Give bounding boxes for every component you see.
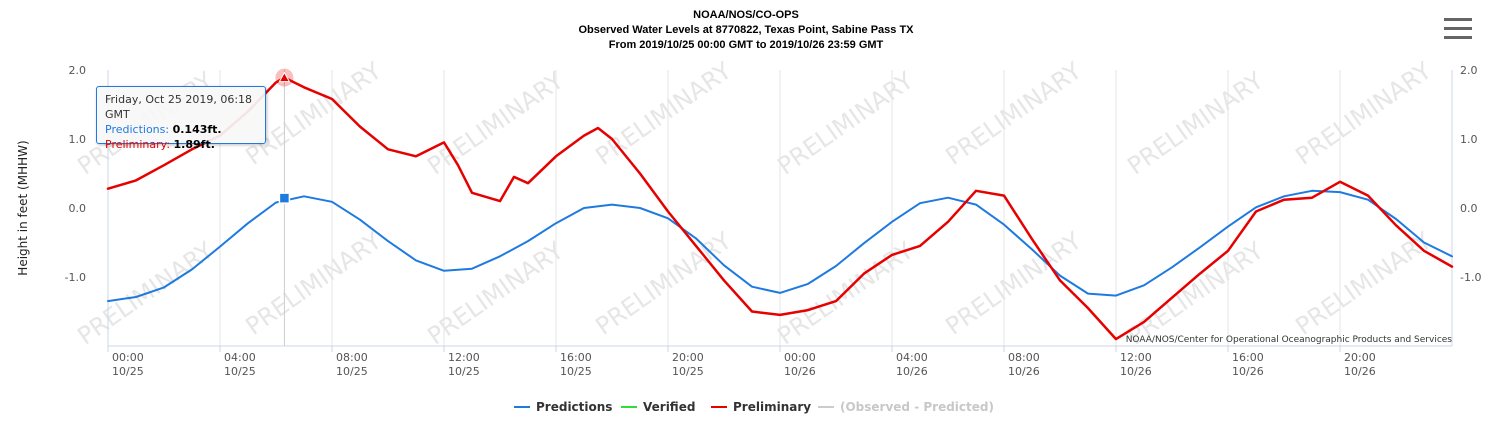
watermark-text: PRELIMINARY — [590, 56, 736, 170]
x-tick-time: 16:00 — [1232, 351, 1264, 364]
x-tick-time: 08:00 — [336, 351, 368, 364]
x-tick-time: 16:00 — [560, 351, 592, 364]
tooltip: Friday, Oct 25 2019, 06:18 GMT Predictio… — [96, 86, 266, 151]
predictions-line — [107, 189, 1453, 303]
x-tick-date: 10/25 — [672, 365, 704, 378]
menu-bar-icon — [1444, 18, 1472, 21]
x-tick-time: 00:00 — [784, 351, 816, 364]
x-tick-time: 00:00 — [112, 351, 144, 364]
x-tick-time: 20:00 — [672, 351, 704, 364]
tooltip-pred-label: Predictions: — [105, 123, 170, 136]
legend-label: Verified — [643, 400, 695, 414]
tooltip-preliminary: Preliminary: 1.89ft. — [105, 137, 257, 152]
preliminary-hover-marker — [278, 71, 291, 83]
watermark-text: PRELIMINARY — [240, 226, 386, 340]
chart-title-line2: Observed Water Levels at 8770822, Texas … — [578, 24, 914, 36]
y-tick-label-right: -1.0 — [1460, 271, 1481, 284]
x-tick-date: 10/26 — [1008, 365, 1040, 378]
x-tick-time: 04:00 — [224, 351, 256, 364]
preliminary-line — [106, 76, 1454, 341]
x-tick-date: 10/26 — [896, 365, 928, 378]
y-tick-label: -1.0 — [65, 271, 86, 284]
tooltip-pred-value: 0.143ft. — [172, 123, 222, 136]
x-tick-date: 10/26 — [1344, 365, 1376, 378]
y-tick-label-right: 0.0 — [1460, 202, 1478, 215]
legend-label: Preliminary — [733, 400, 811, 414]
legend-item-verified[interactable]: Verified — [621, 400, 695, 414]
watermark-text: PRELIMINARY — [772, 66, 918, 180]
chart-title-line3: From 2019/10/25 00:00 GMT to 2019/10/26 … — [609, 39, 884, 51]
credit-text: NOAA/NOS/Center for Operational Oceanogr… — [1126, 335, 1453, 345]
y-tick-label-right: 2.0 — [1460, 64, 1478, 77]
x-tick-time: 08:00 — [1008, 351, 1040, 364]
legend-item-observed-predicted[interactable]: (Observed - Predicted) — [818, 400, 994, 414]
legend-item-predictions[interactable]: Predictions — [514, 400, 612, 414]
tooltip-prelim-label: Preliminary: — [105, 138, 171, 151]
x-tick-date: 10/25 — [112, 365, 144, 378]
legend-label: (Observed - Predicted) — [840, 400, 994, 414]
y-tick-label: 1.0 — [69, 133, 87, 146]
menu-bar-icon — [1444, 27, 1472, 30]
x-tick-date: 10/26 — [1232, 365, 1264, 378]
chart-title-line1: NOAA/NOS/CO-OPS — [693, 9, 799, 21]
y-tick-label: 0.0 — [69, 202, 87, 215]
tooltip-date: Friday, Oct 25 2019, 06:18 GMT — [105, 93, 253, 121]
watermark-text: PRELIMINARY — [1290, 56, 1436, 170]
predictions-hover-marker — [278, 192, 291, 204]
y-tick-label: 2.0 — [69, 64, 87, 77]
x-tick-date: 10/25 — [336, 365, 368, 378]
x-tick-date: 10/26 — [1120, 365, 1152, 378]
tooltip-predictions: Predictions: 0.143ft. — [105, 122, 257, 137]
watermark-text: PRELIMINARY — [1122, 66, 1268, 180]
x-tick-date: 10/25 — [560, 365, 592, 378]
y-axis-label: Height in feet (MHHW) — [16, 140, 30, 275]
x-tick-time: 20:00 — [1344, 351, 1376, 364]
tooltip-prelim-value: 1.89ft. — [173, 138, 215, 151]
x-tick-time: 12:00 — [1120, 351, 1152, 364]
x-tick-date: 10/26 — [784, 365, 816, 378]
legend-label: Predictions — [536, 400, 612, 414]
chart-menu-button[interactable] — [1444, 18, 1472, 42]
x-tick-date: 10/25 — [224, 365, 256, 378]
x-tick-date: 10/25 — [448, 365, 480, 378]
watermark-text: PRELIMINARY — [940, 56, 1086, 170]
watermark-text: PRELIMINARY — [590, 226, 736, 340]
menu-bar-icon — [1444, 36, 1472, 39]
x-tick-time: 04:00 — [896, 351, 928, 364]
x-tick-time: 12:00 — [448, 351, 480, 364]
watermark-text: PRELIMINARY — [1122, 236, 1268, 350]
legend-item-preliminary[interactable]: Preliminary — [711, 400, 811, 414]
y-tick-label-right: 1.0 — [1460, 133, 1478, 146]
